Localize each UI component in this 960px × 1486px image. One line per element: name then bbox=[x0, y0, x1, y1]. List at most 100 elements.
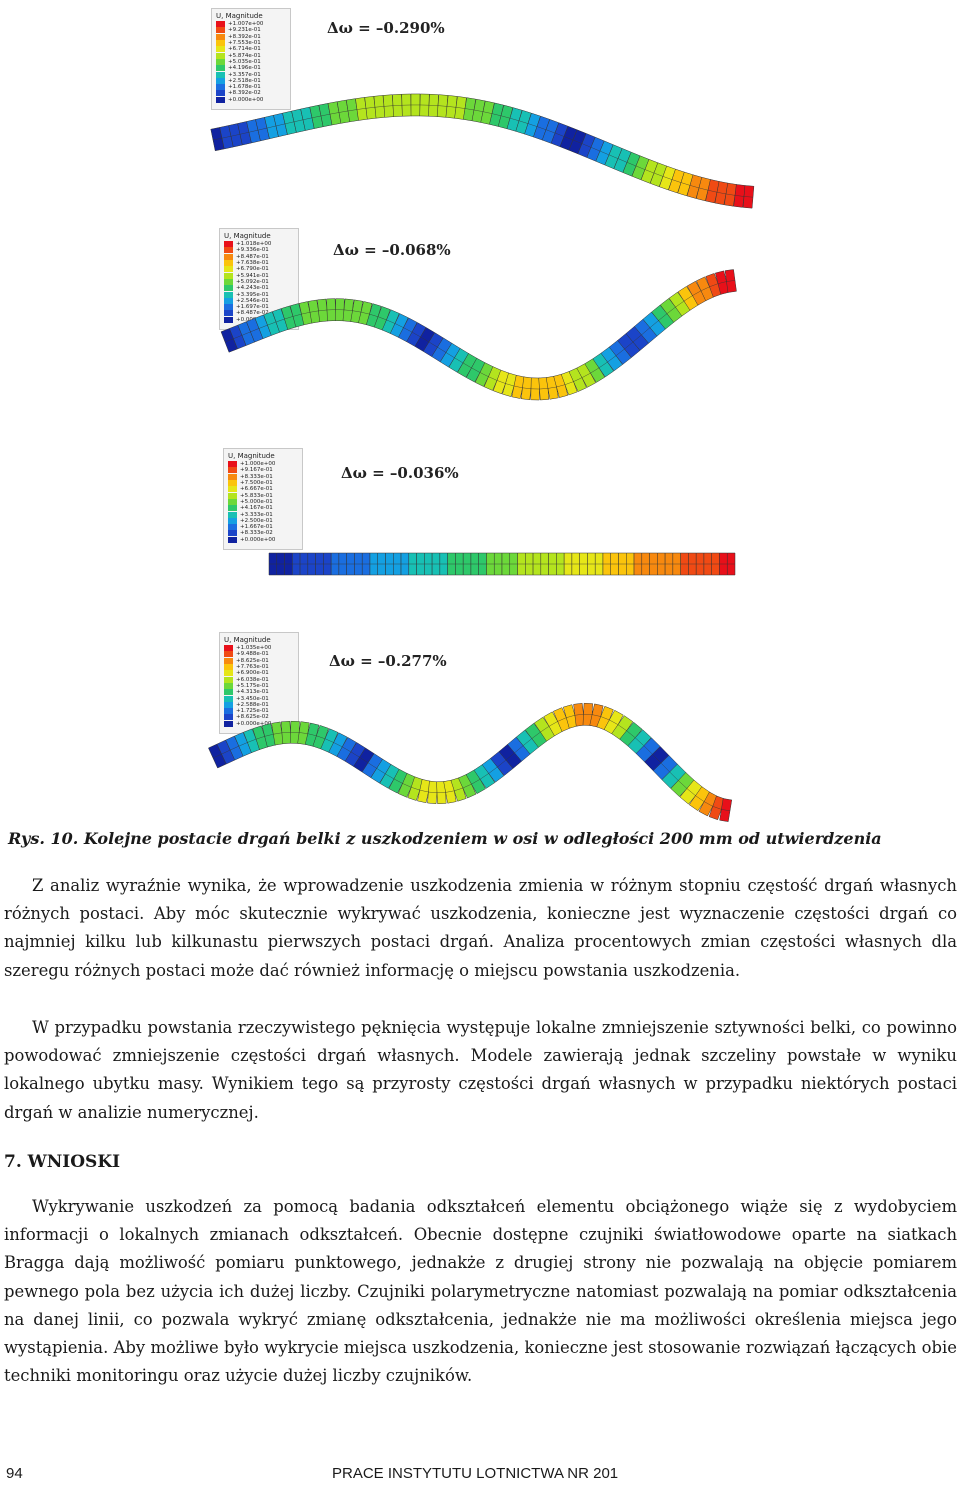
legend-row: +8.333e-02 bbox=[228, 530, 298, 537]
legend-swatch bbox=[216, 33, 225, 40]
legend-swatch bbox=[216, 46, 225, 53]
legend-swatch bbox=[224, 708, 233, 715]
legend-swatch bbox=[224, 310, 233, 317]
legend-row: +6.900e-01 bbox=[224, 670, 294, 677]
legend-swatch bbox=[224, 682, 233, 689]
legend-value: +0.000e+00 bbox=[240, 536, 276, 543]
legend-value: +8.487e-01 bbox=[236, 253, 269, 260]
legend-row: +5.035e-01 bbox=[216, 58, 286, 65]
beam-mode-shape bbox=[268, 552, 736, 576]
legend-swatch bbox=[216, 77, 225, 84]
legend-value: +1.007e+00 bbox=[228, 21, 264, 28]
legend-swatch bbox=[224, 670, 233, 677]
legend-value: +5.092e-01 bbox=[236, 278, 269, 285]
legend-row: +1.018e+00 bbox=[224, 241, 294, 248]
legend-row: +6.790e-01 bbox=[224, 266, 294, 273]
legend-value: +2.500e-01 bbox=[240, 517, 273, 524]
legend-swatch bbox=[224, 720, 233, 727]
legend-value: +5.941e-01 bbox=[236, 272, 269, 279]
legend-swatch bbox=[216, 21, 225, 28]
legend-value: +2.588e-01 bbox=[236, 701, 269, 708]
legend-value: +3.357e-01 bbox=[228, 71, 261, 78]
legend-value: +7.553e-01 bbox=[228, 40, 261, 47]
legend-row: +0.000e+00 bbox=[216, 96, 286, 103]
color-legend: U, Magnitude +1.007e+00 +9.231e-01 +8.392e… bbox=[211, 8, 291, 110]
legend-swatch bbox=[216, 40, 225, 47]
legend-value: +9.231e-01 bbox=[228, 27, 261, 34]
legend-swatch bbox=[228, 480, 237, 487]
legend-row: +9.167e-01 bbox=[228, 467, 298, 474]
legend-swatch bbox=[224, 285, 233, 292]
legend-row: +1.725e-01 bbox=[224, 708, 294, 715]
legend-swatch bbox=[228, 517, 237, 524]
legend-swatch bbox=[224, 701, 233, 708]
legend-value: +8.333e-02 bbox=[240, 530, 273, 537]
legend-row: +5.000e-01 bbox=[228, 498, 298, 505]
color-legend: U, Magnitude +1.000e+00 +9.167e-01 +8.333e… bbox=[223, 448, 303, 550]
paragraph: Z analiz wyraźnie wynika, że wprowadzeni… bbox=[4, 876, 957, 980]
frequency-change-label: Δω = –0.290% bbox=[327, 19, 445, 37]
legend-row: +8.487e-01 bbox=[224, 253, 294, 260]
legend-value: +7.763e-01 bbox=[236, 664, 269, 671]
section-heading: 7. WNIOSKI bbox=[4, 1152, 121, 1172]
legend-value: +2.518e-01 bbox=[228, 77, 261, 84]
legend-value: +5.175e-01 bbox=[236, 682, 269, 689]
legend-swatch bbox=[224, 278, 233, 285]
legend-swatch bbox=[228, 492, 237, 499]
mode-panel-1: U, Magnitude +1.007e+00 +9.231e-01 +8.392e… bbox=[205, 5, 765, 209]
legend-title: U, Magnitude bbox=[224, 636, 271, 644]
legend-row: +3.395e-01 bbox=[224, 291, 294, 298]
beam-mode-shape bbox=[208, 702, 733, 822]
legend-swatch bbox=[224, 253, 233, 260]
legend-swatch bbox=[224, 664, 233, 671]
legend-swatch bbox=[224, 657, 233, 664]
legend-swatch bbox=[224, 272, 233, 279]
legend-row: +1.667e-01 bbox=[228, 524, 298, 531]
legend-value: +5.035e-01 bbox=[228, 58, 261, 65]
legend-row: +3.450e-01 bbox=[224, 695, 294, 702]
legend-value: +8.333e-01 bbox=[240, 473, 273, 480]
legend-value: +1.018e+00 bbox=[236, 241, 272, 248]
legend-swatch bbox=[224, 714, 233, 721]
legend-swatch bbox=[228, 511, 237, 518]
legend-swatch bbox=[224, 260, 233, 267]
legend-value: +8.487e-02 bbox=[236, 310, 269, 317]
legend-value: +9.488e-01 bbox=[236, 651, 269, 658]
legend-value: +8.392e-02 bbox=[228, 90, 261, 97]
legend-value: +6.038e-01 bbox=[236, 676, 269, 683]
legend-row: +6.714e-01 bbox=[216, 46, 286, 53]
legend-swatch bbox=[224, 291, 233, 298]
legend-value: +9.336e-01 bbox=[236, 247, 269, 254]
legend-value: +8.625e-01 bbox=[236, 657, 269, 664]
legend-row: +4.196e-01 bbox=[216, 65, 286, 72]
legend-title: U, Magnitude bbox=[224, 232, 271, 240]
legend-value: +6.900e-01 bbox=[236, 670, 269, 677]
beam-mode-shape bbox=[210, 93, 755, 209]
legend-row: +2.500e-01 bbox=[228, 517, 298, 524]
page-number: 94 bbox=[6, 1465, 23, 1482]
journal-footer: PRACE INSTYTUTU LOTNICTWA NR 201 bbox=[332, 1465, 619, 1482]
legend-swatch bbox=[224, 645, 233, 652]
legend-swatch bbox=[228, 536, 237, 543]
legend-row: +8.625e-02 bbox=[224, 714, 294, 721]
legend-row: +7.500e-01 bbox=[228, 480, 298, 487]
beam-mesh-line bbox=[224, 280, 736, 390]
legend-swatch bbox=[228, 524, 237, 531]
legend-row: +0.000e+00 bbox=[224, 720, 294, 727]
legend-row: +5.092e-01 bbox=[224, 278, 294, 285]
legend-value: +6.714e-01 bbox=[228, 46, 261, 53]
legend-swatch bbox=[228, 473, 237, 480]
legend-row: +1.035e+00 bbox=[224, 645, 294, 652]
legend-row: +5.874e-01 bbox=[216, 52, 286, 59]
beam-mesh-line bbox=[212, 104, 754, 198]
legend-value: +0.000e+00 bbox=[236, 720, 272, 727]
legend-swatch bbox=[216, 27, 225, 34]
legend-row: +3.333e-01 bbox=[228, 511, 298, 518]
legend-swatch bbox=[224, 266, 233, 273]
legend-swatch bbox=[224, 676, 233, 683]
legend-value: +4.167e-01 bbox=[240, 505, 273, 512]
frequency-change-label: Δω = –0.277% bbox=[329, 652, 447, 670]
frequency-change-label: Δω = –0.068% bbox=[333, 241, 451, 259]
legend-row: +2.518e-01 bbox=[216, 77, 286, 84]
legend-swatch bbox=[228, 486, 237, 493]
